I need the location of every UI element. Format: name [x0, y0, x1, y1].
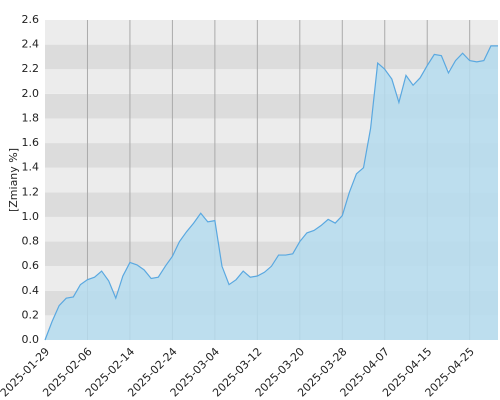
y-tick-label: 1.8 — [22, 111, 40, 124]
y-tick-label: 2.6 — [22, 13, 40, 26]
y-tick-label: 2.4 — [22, 38, 40, 51]
y-tick-label: 0.8 — [22, 235, 40, 248]
y-axis-label: [Zmiany %] — [7, 148, 20, 212]
y-tick-label: 2.0 — [22, 87, 40, 100]
area-line — [44, 45, 498, 341]
y-tick-label: 0.2 — [22, 308, 40, 321]
y-tick-label: 0.6 — [22, 259, 40, 272]
y-tick-label: 0.0 — [22, 333, 40, 346]
grid-band — [45, 44, 498, 70]
y-tick-label: 2.2 — [22, 62, 40, 75]
y-tick-label: 1.4 — [22, 161, 40, 174]
grid-band — [45, 20, 498, 45]
y-tick-label: 1.6 — [22, 136, 40, 149]
y-tick-label: 0.4 — [22, 284, 40, 297]
y-tick-label: 1.0 — [22, 210, 40, 223]
y-tick-label: 1.2 — [22, 185, 40, 198]
area-fill — [45, 45, 498, 340]
